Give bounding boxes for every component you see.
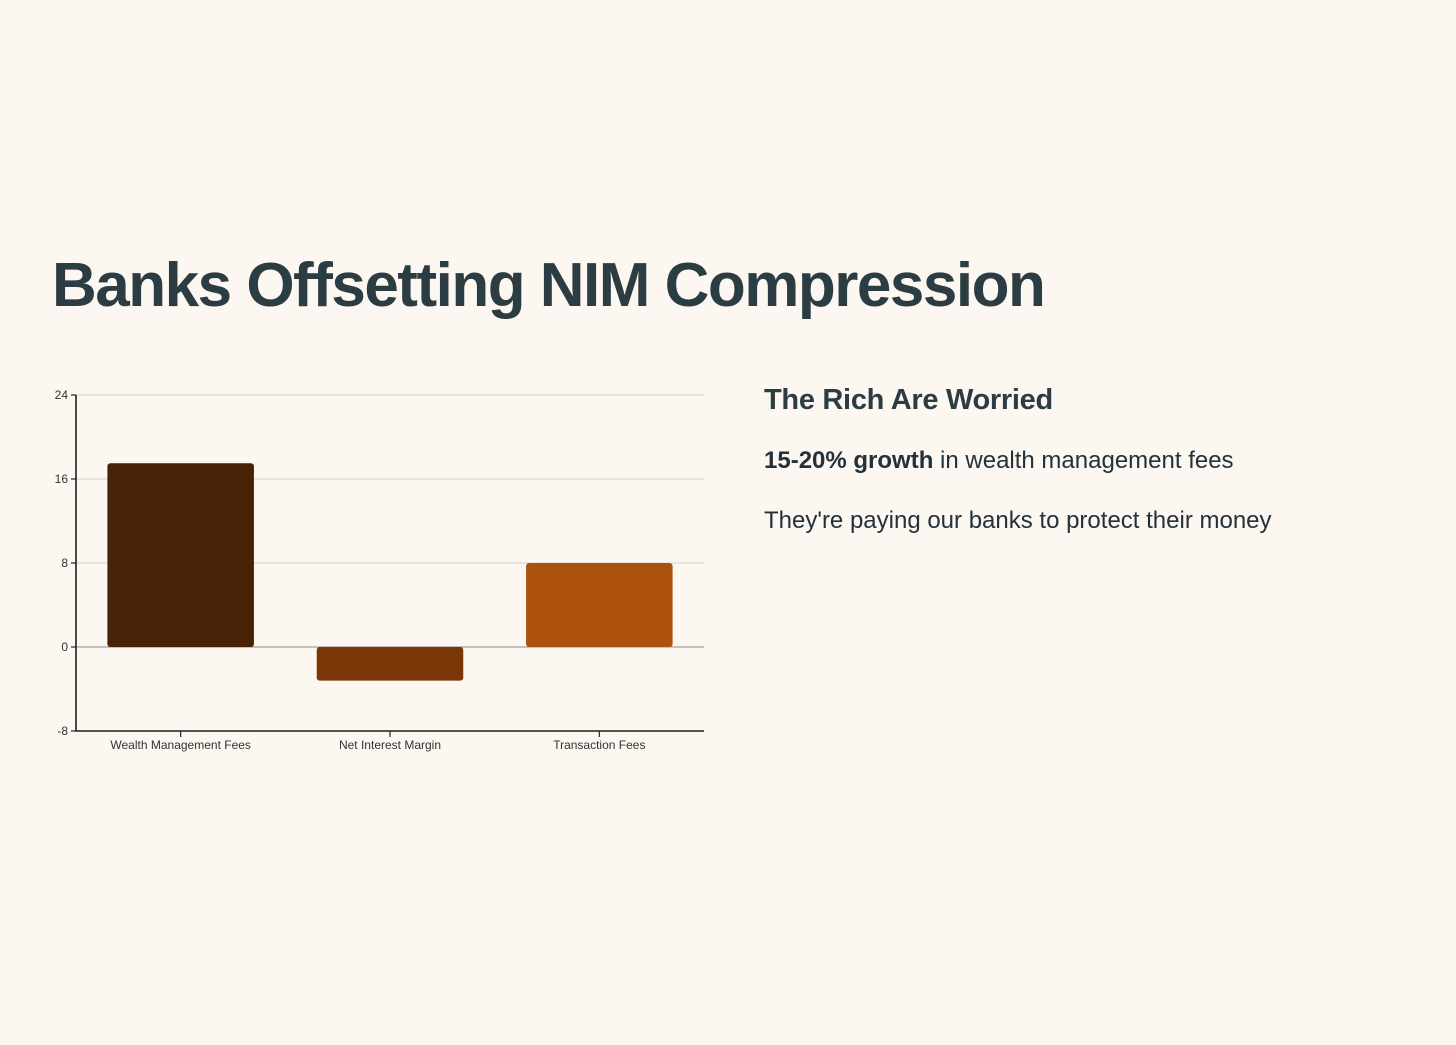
bar-0: [107, 463, 254, 647]
bar-2: [526, 563, 673, 647]
growth-highlight: 15-20% growth: [764, 447, 934, 474]
x-tick-label: Transaction Fees: [553, 738, 645, 752]
y-tick-label: -8: [57, 724, 68, 738]
growth-detail: in wealth management fees: [933, 447, 1234, 474]
banks-statement: They're paying our banks to protect thei…: [764, 507, 1272, 534]
side-heading: The Rich Are Worried: [764, 384, 1053, 416]
y-tick-label: 0: [61, 640, 68, 654]
y-tick-label: 8: [61, 556, 68, 570]
bar-chart: -8 0 8 16 24 Wealth Management Fees Net Intere…: [40, 380, 720, 760]
slide-title: Banks Offsetting NIM Compression: [52, 251, 1046, 320]
y-tick-label: 16: [55, 472, 69, 486]
y-tick-label: 24: [55, 388, 69, 402]
bar-chart-svg: -8 0 8 16 24 Wealth Management Fees Net Intere…: [55, 388, 704, 752]
x-tick-label: Wealth Management Fees: [110, 738, 251, 752]
side-panel: The Rich Are Worried 15-20% growth in we…: [764, 384, 1404, 535]
x-tick-label: Net Interest Margin: [339, 738, 441, 752]
bar-1: [316, 647, 464, 681]
growth-statement: 15-20% growth in wealth management fees: [764, 447, 1404, 475]
